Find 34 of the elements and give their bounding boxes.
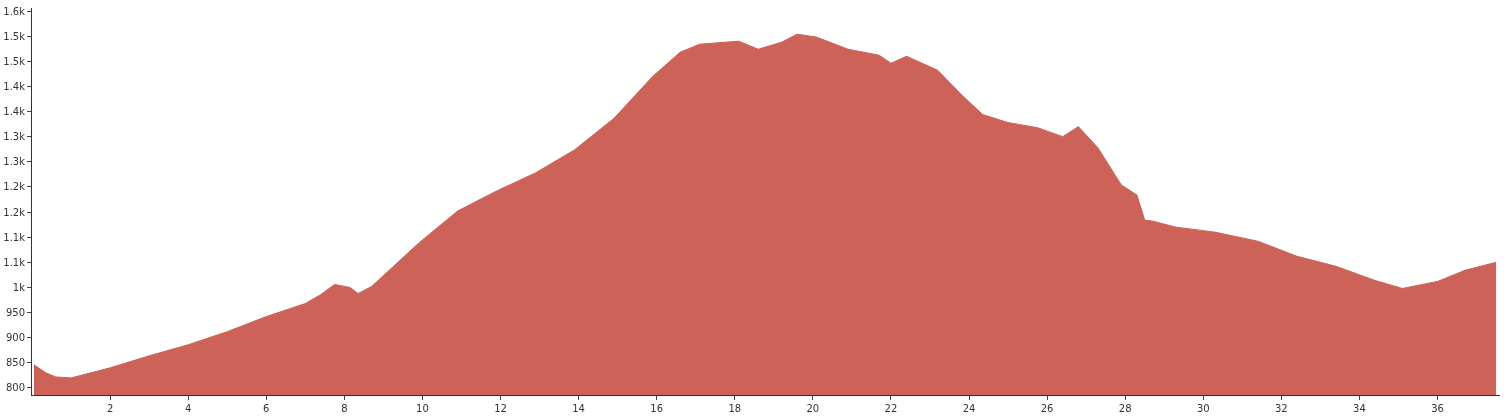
x-tick-label: 10 bbox=[416, 403, 429, 414]
x-tick-label: 24 bbox=[962, 403, 976, 414]
y-tick-label: 1.2k bbox=[3, 181, 26, 193]
x-tick-label: 18 bbox=[728, 403, 742, 414]
y-tick-label: 1.5k bbox=[3, 55, 26, 67]
x-tick-label: 20 bbox=[806, 403, 820, 414]
x-tick-label: 2 bbox=[106, 403, 114, 414]
y-tick-label: 1.3k bbox=[3, 131, 26, 143]
x-tick-label: 34 bbox=[1353, 403, 1366, 414]
y-tick-label: 1.6k bbox=[3, 5, 26, 17]
y-tick-label: 900 bbox=[5, 332, 25, 344]
x-tick-label: 12 bbox=[494, 403, 507, 414]
y-tick-label: 800 bbox=[5, 382, 25, 394]
x-tick-label: 22 bbox=[884, 403, 898, 414]
y-tick-label: 1.1k bbox=[3, 231, 26, 243]
y-tick-label: 1.4k bbox=[3, 106, 26, 118]
x-tick-label: 14 bbox=[572, 403, 585, 414]
x-tick-label: 4 bbox=[184, 403, 192, 414]
y-tick-label: 1.5k bbox=[3, 30, 26, 42]
y-tick-label: 1.1k bbox=[3, 256, 26, 268]
x-tick-label: 6 bbox=[263, 403, 270, 414]
x-tick-label: 26 bbox=[1040, 403, 1054, 414]
y-tick-label: 950 bbox=[5, 307, 25, 319]
x-tick-label: 30 bbox=[1196, 403, 1210, 414]
x-tick-label: 36 bbox=[1431, 403, 1444, 414]
x-tick-label: 16 bbox=[650, 403, 664, 414]
y-tick-label: 1.4k bbox=[3, 80, 26, 92]
x-tick-label: 28 bbox=[1118, 403, 1132, 414]
y-tick-label: 1k bbox=[12, 281, 26, 293]
x-tick-label: 8 bbox=[341, 403, 348, 414]
y-tick-label: 1.2k bbox=[3, 206, 26, 218]
y-tick-label: 1.3k bbox=[3, 156, 26, 168]
x-tick-label: 32 bbox=[1274, 403, 1288, 414]
y-tick-label: 850 bbox=[5, 357, 25, 369]
